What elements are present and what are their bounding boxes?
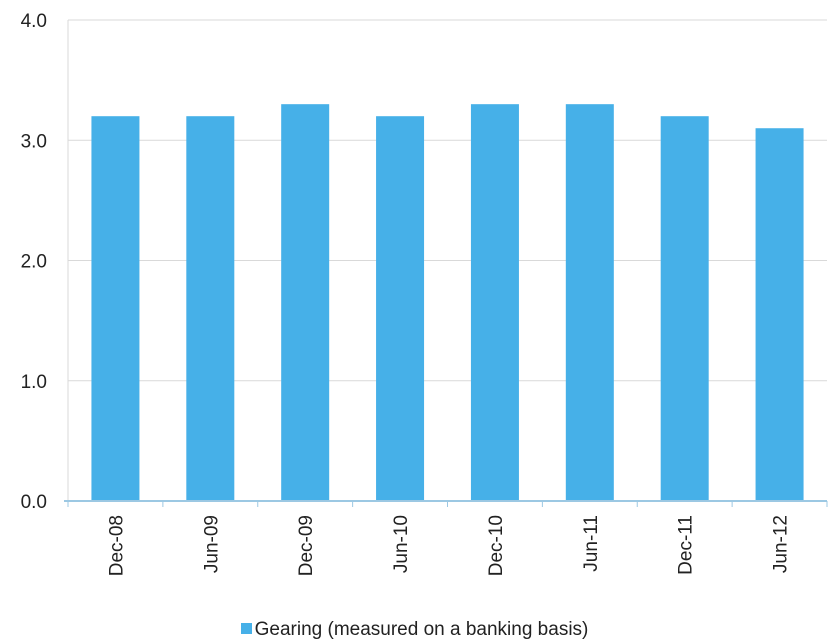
x-category-label: Dec-11 — [676, 515, 697, 575]
gridlines — [68, 19, 827, 382]
legend-swatch — [240, 623, 252, 634]
legend-label: Gearing (measured on a banking basis) — [254, 619, 589, 640]
bar — [281, 104, 330, 502]
y-axis-ticks: 0.0 1.0 2.0 3.0 4.0 — [21, 11, 47, 513]
x-axis-labels: Dec-08 Jun-09 Dec-09 Jun-10 Dec-10 Jun-11 Dec-… — [106, 515, 791, 576]
bar — [91, 116, 140, 501]
y-tick-label: 2.0 — [21, 252, 47, 273]
axes — [64, 20, 828, 507]
bar — [470, 104, 519, 502]
x-category-label: Jun-09 — [201, 515, 222, 573]
x-category-label: Jun-10 — [391, 515, 412, 573]
bar — [565, 104, 614, 502]
y-tick-label: 1.0 — [21, 372, 47, 393]
bar — [660, 116, 709, 501]
bar — [376, 116, 425, 501]
bar — [755, 128, 804, 501]
x-category-label: Dec-09 — [296, 515, 317, 576]
x-category-label: Jun-11 — [581, 515, 602, 572]
legend: Gearing (measured on a banking basis) — [0, 619, 829, 641]
x-category-label: Dec-10 — [486, 515, 507, 576]
y-tick-label: 0.0 — [21, 492, 47, 513]
x-category-label: Jun-12 — [771, 515, 792, 573]
x-category-label: Dec-08 — [106, 515, 127, 576]
bar — [186, 116, 235, 501]
y-tick-label: 3.0 — [21, 131, 47, 152]
bars — [91, 104, 804, 502]
y-tick-label: 4.0 — [21, 11, 47, 32]
